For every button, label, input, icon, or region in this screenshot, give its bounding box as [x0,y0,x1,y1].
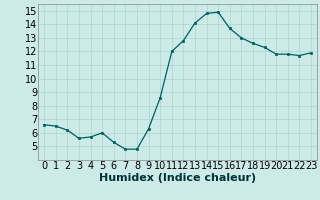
X-axis label: Humidex (Indice chaleur): Humidex (Indice chaleur) [99,173,256,183]
